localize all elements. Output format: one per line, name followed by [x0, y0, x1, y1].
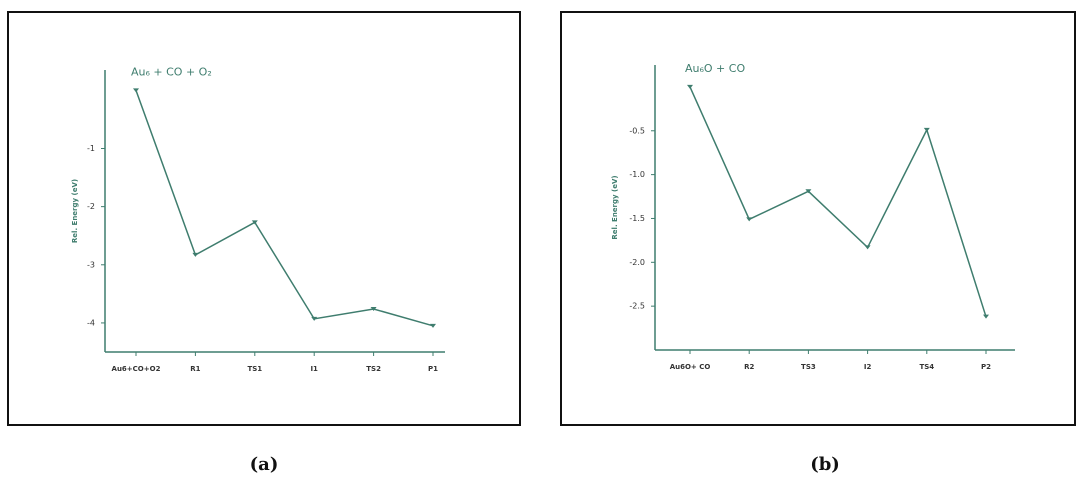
x-tick-label: I1: [310, 365, 318, 373]
chart-title: Au₆O + CO: [685, 62, 745, 75]
point: [865, 245, 871, 249]
panel-frame: [8, 12, 520, 425]
point: [983, 315, 989, 319]
point: [687, 85, 693, 89]
y-tick-label: -1.5: [629, 214, 645, 223]
caption: (a): [250, 454, 279, 475]
point: [192, 253, 198, 257]
x-tick-label: Au6+CO+O2: [112, 365, 161, 373]
x-tick-label: R2: [744, 363, 754, 371]
x-tick-label: P1: [428, 365, 438, 373]
point: [924, 128, 930, 132]
y-tick-label: -1: [87, 144, 95, 153]
x-tick-label: P2: [981, 363, 991, 371]
x-tick-label: TS3: [801, 363, 816, 371]
y-tick-label: -1.0: [629, 170, 645, 179]
y-tick-label: -2.5: [629, 302, 645, 311]
y-tick-label: -0.5: [629, 126, 645, 135]
x-tick-label: I2: [864, 363, 872, 371]
chart-title: Au₆ + CO + O₂: [131, 65, 212, 78]
y-tick-label: -3: [87, 260, 95, 269]
y-tick-label: -4: [87, 318, 95, 327]
x-tick-label: TS4: [919, 363, 934, 371]
x-tick-label: TS2: [366, 365, 381, 373]
x-tick-label: TS1: [247, 365, 262, 373]
y-tick-label: -2: [87, 202, 95, 211]
energy-line: [136, 90, 433, 325]
page: {"chart_data": [ {"type": "line", "title…: [0, 0, 1078, 482]
figure: -1 -2 -3 -4 Au6+CO+O2 R1 TS1 I1 TS2 P1 Rel. Energy…: [0, 0, 1078, 482]
caption: (b): [810, 454, 840, 475]
y-axis-label: Rel. Energy (eV): [71, 179, 79, 243]
point: [746, 217, 752, 221]
y-tick-label: -2.0: [629, 258, 645, 267]
y-axis-label: Rel. Energy (eV): [611, 175, 619, 239]
x-tick-label: R1: [190, 365, 200, 373]
energy-line: [690, 87, 986, 317]
point: [133, 88, 139, 92]
x-tick-label: Au6O+ CO: [670, 363, 711, 371]
